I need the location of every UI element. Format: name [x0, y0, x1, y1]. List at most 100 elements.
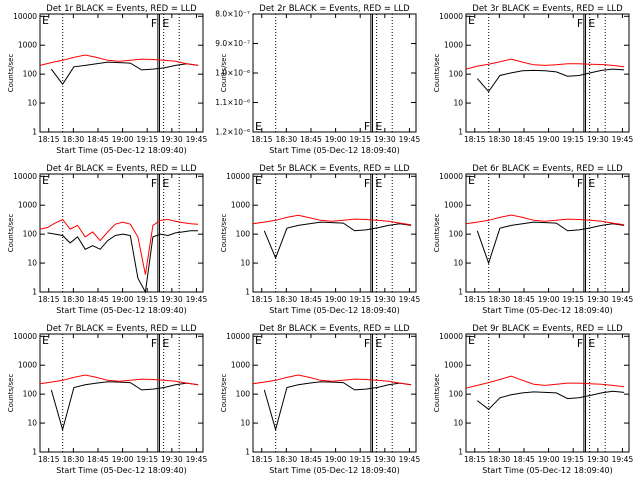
x-tick-label: 18:30 — [63, 295, 85, 304]
x-tick-label: 19:30 — [587, 135, 609, 144]
y-tick-label: 10000 — [439, 172, 463, 181]
x-tick-label: 19:45 — [399, 455, 421, 464]
corner-flag: E — [255, 334, 262, 347]
y-tick-label: 100 — [23, 70, 38, 79]
x-tick-label: 18:45 — [513, 295, 535, 304]
y-tick-label: 1 — [32, 128, 37, 137]
plot-frame — [252, 333, 417, 453]
detector-panel-5: Det 5r BLACK = Events, RED = LLD 18:15 18:… — [220, 164, 420, 315]
corner-flag: E — [468, 14, 475, 27]
x-tick-label: 19:15 — [349, 455, 371, 464]
y-axis-title: Counts/sec — [433, 374, 441, 413]
x-tick-label: 19:45 — [612, 295, 634, 304]
x-tick-label: 19:30 — [374, 295, 396, 304]
x-tick-label: 18:15 — [251, 295, 273, 304]
y-tick-label: 10 — [453, 99, 463, 108]
flag-label: E — [375, 120, 382, 133]
y-tick-label: 10 — [27, 99, 37, 108]
y-axis-title: Counts/sec — [433, 214, 441, 253]
flag-label: E — [588, 177, 595, 190]
plot-frame — [39, 13, 204, 133]
x-tick-label: 18:15 — [38, 295, 60, 304]
corner-flag: E — [255, 120, 262, 133]
x-axis-title: Start Time (05-Dec-12 18:09:40) — [56, 306, 187, 315]
y-tick-label: 100 — [236, 390, 251, 399]
x-tick-label: 19:15 — [562, 135, 584, 144]
y-axis-title: Counts/sec — [220, 214, 228, 253]
x-tick-label: 18:45 — [87, 135, 109, 144]
x-tick-label: 19:15 — [562, 455, 584, 464]
y-tick-label: 1000 — [444, 361, 463, 370]
x-tick-label: 19:30 — [587, 455, 609, 464]
lld-series-line — [465, 214, 625, 226]
y-tick-label: 10000 — [439, 332, 463, 341]
y-axis-title: Counts/sec — [7, 374, 15, 413]
plot-frame — [465, 333, 630, 453]
events-series-line — [476, 221, 625, 265]
x-tick-label: 19:15 — [562, 295, 584, 304]
plot-frame — [465, 13, 630, 133]
x-tick-label: 18:15 — [464, 455, 486, 464]
panel-title: Det 3r BLACK = Events, RED = LLD — [472, 4, 623, 14]
y-tick-label: 10 — [453, 259, 463, 268]
x-tick-label: 18:15 — [464, 135, 486, 144]
y-axis-title: Counts/sec — [433, 54, 441, 93]
y-tick-label: 100 — [23, 390, 38, 399]
x-tick-label: 19:30 — [374, 135, 396, 144]
flag-label: F — [364, 120, 370, 133]
x-tick-label: 19:15 — [349, 135, 371, 144]
x-tick-label: 19:45 — [399, 295, 421, 304]
y-tick-label: 10 — [27, 419, 37, 428]
y-tick-label: 1000 — [18, 41, 37, 50]
y-axis-title: Counts/sec — [7, 54, 15, 93]
panel-title: Det 7r BLACK = Events, RED = LLD — [46, 324, 197, 334]
x-tick-label: 19:00 — [325, 295, 347, 304]
x-tick-label: 19:00 — [112, 455, 134, 464]
x-tick-label: 18:45 — [300, 455, 322, 464]
y-tick-label: 10000 — [439, 12, 463, 21]
x-tick-label: 18:30 — [276, 295, 298, 304]
y-tick-label: 10 — [240, 259, 250, 268]
events-series-line — [476, 390, 625, 410]
flag-label: F — [364, 337, 370, 350]
x-tick-label: 18:30 — [63, 455, 85, 464]
flag-label: F — [577, 337, 583, 350]
y-tick-label: 1 — [32, 448, 37, 457]
flag-label: E — [162, 177, 169, 190]
y-tick-label: 100 — [449, 390, 464, 399]
events-series-line — [263, 221, 412, 260]
plot-frame — [39, 173, 204, 293]
lld-series-line — [39, 374, 199, 386]
x-tick-label: 18:30 — [276, 135, 298, 144]
x-tick-label: 19:30 — [587, 295, 609, 304]
y-tick-label: 10000 — [13, 332, 37, 341]
panel-title: Det 5r BLACK = Events, RED = LLD — [259, 164, 410, 174]
flag-label: E — [375, 177, 382, 190]
events-series-line — [47, 230, 199, 294]
x-tick-label: 18:45 — [87, 295, 109, 304]
lld-series-line — [465, 375, 625, 389]
x-tick-label: 18:15 — [38, 135, 60, 144]
y-tick-label: 1.0×10⁻⁶ — [215, 69, 250, 78]
y-tick-label: 100 — [236, 230, 251, 239]
y-tick-label: 10 — [27, 259, 37, 268]
x-tick-label: 19:15 — [136, 295, 158, 304]
plot-frame — [39, 333, 204, 453]
x-tick-label: 18:15 — [251, 455, 273, 464]
lld-series-line — [465, 58, 625, 70]
x-tick-label: 18:45 — [513, 455, 535, 464]
plot-frame — [252, 13, 417, 133]
x-tick-label: 18:45 — [87, 455, 109, 464]
y-axis-title: Counts/sec — [7, 214, 15, 253]
y-tick-label: 1.2×10⁻⁶ — [215, 128, 250, 137]
plot-frame — [465, 173, 630, 293]
flag-label: E — [588, 337, 595, 350]
x-tick-label: 18:30 — [276, 455, 298, 464]
corner-flag: E — [255, 174, 262, 187]
x-tick-label: 18:45 — [513, 135, 535, 144]
lld-series-line — [39, 54, 199, 66]
